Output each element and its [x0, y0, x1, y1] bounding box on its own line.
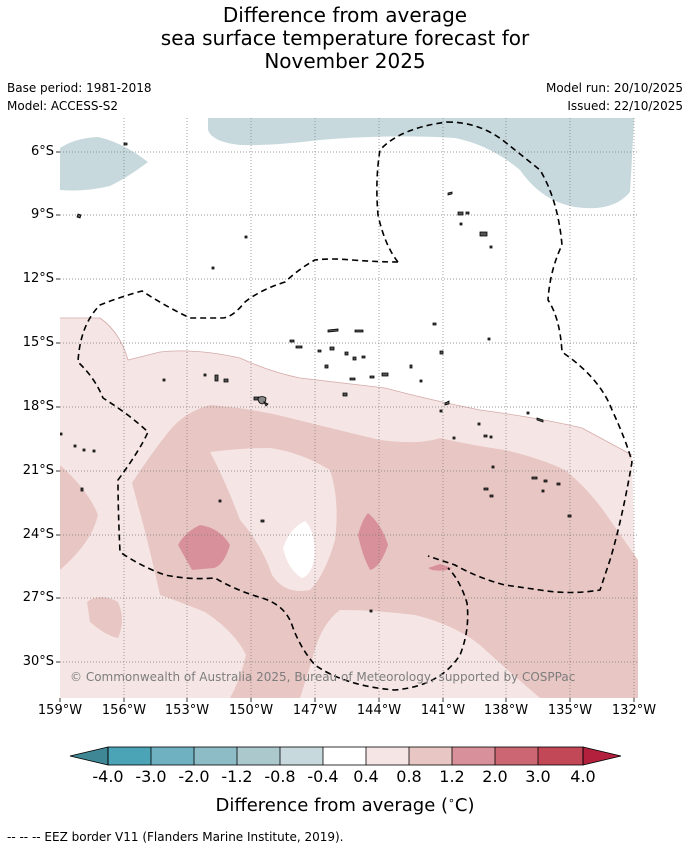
colorbar-tick-label: 2.0	[482, 767, 508, 786]
colorbar-tick-label: -1.2	[221, 767, 253, 786]
colorbar-segment-6	[323, 747, 366, 765]
lat-label-18s: 18°S	[22, 399, 54, 414]
colorbar-tick-label: -2.0	[178, 767, 210, 786]
meta-right: Model run: 20/10/2025 Issued: 22/10/2025	[546, 79, 683, 115]
lat-label-21s: 21°S	[22, 463, 54, 478]
map-plot-area: © Commonwealth of Australia 2025, Bureau…	[60, 118, 638, 698]
model-name: Model: ACCESS-S2	[7, 99, 119, 113]
lat-label-12s: 12°S	[22, 271, 54, 286]
colorbar-tick-label: 4.0	[570, 767, 596, 786]
lat-label-9s: 9°S	[30, 207, 54, 222]
base-period: Base period: 1981-2018	[7, 81, 152, 95]
colorbar-title-close: )	[467, 795, 475, 816]
colorbar-segment-11	[538, 747, 583, 765]
colorbar-segment-1	[108, 747, 151, 765]
colorbar	[69, 746, 622, 766]
colorbar-title-unit: C	[454, 795, 468, 816]
colorbar-segment-10	[495, 747, 538, 765]
lon-label-138w: 138°W	[483, 703, 529, 718]
copyright-notice: © Commonwealth of Australia 2025, Bureau…	[70, 670, 575, 684]
colorbar-segment-2	[151, 747, 194, 765]
lat-label-24s: 24°S	[22, 527, 54, 542]
warm-anomaly-region-strong-islands	[428, 564, 452, 571]
colorbar-segment-high	[582, 746, 622, 766]
colorbar-segment-7	[366, 747, 409, 765]
colorbar-title-text: Difference from average (	[215, 795, 449, 816]
colorbar-title: Difference from average (∘C)	[0, 794, 690, 816]
warm-anomaly-region-strong-central	[358, 513, 388, 570]
issued-date: Issued: 22/10/2025	[567, 99, 683, 113]
lat-label-30s: 30°S	[22, 654, 54, 669]
meta-left: Base period: 1981-2018 Model: ACCESS-S2	[7, 79, 152, 115]
colorbar-segment-4	[237, 747, 280, 765]
colorbar-segment-3	[194, 747, 237, 765]
lon-label-159w: 159°W	[37, 703, 83, 718]
eez-legend-note: -- -- -- EEZ border V11 (Flanders Marine…	[7, 830, 344, 844]
lon-label-141w: 141°W	[420, 703, 466, 718]
title-line-2: sea surface temperature forecast for	[160, 26, 530, 50]
lon-label-150w: 150°W	[228, 703, 274, 718]
colorbar-tick-label: -0.8	[264, 767, 296, 786]
colorbar-tick-label: 0.4	[353, 767, 379, 786]
colorbar-segment-9	[452, 747, 495, 765]
model-run: Model run: 20/10/2025	[545, 81, 683, 95]
colorbar-unit-degree: ∘	[448, 794, 455, 807]
lat-label-27s: 27°S	[22, 590, 54, 605]
title-line-3: November 2025	[264, 49, 426, 73]
colorbar-tick-label: -4.0	[92, 767, 124, 786]
colorbar-segment-8	[409, 747, 452, 765]
warm-anomaly-region-medium-sw	[87, 597, 122, 638]
lon-label-132w: 132°W	[611, 703, 657, 718]
graticule	[60, 118, 638, 698]
lat-label-15s: 15°S	[22, 335, 54, 350]
map-title: Difference from average sea surface temp…	[0, 4, 690, 73]
colorbar-segment-5	[280, 747, 323, 765]
cool-anomaly-region-north	[208, 118, 634, 209]
axis-ticks	[56, 151, 635, 702]
colorbar-tick-label: 0.8	[396, 767, 422, 786]
colorbar-tick-label: -0.4	[307, 767, 339, 786]
lon-label-153w: 153°W	[164, 703, 210, 718]
colorbar-tick-label: 1.2	[439, 767, 465, 786]
title-line-1: Difference from average	[222, 3, 468, 27]
islands	[60, 142, 572, 613]
colorbar-tick-label: -3.0	[135, 767, 167, 786]
cool-anomaly-region-west	[60, 137, 148, 191]
lat-label-6s: 6°S	[30, 144, 54, 159]
colorbar-tick-label: 3.0	[525, 767, 551, 786]
lon-label-147w: 147°W	[292, 703, 338, 718]
eez-border	[77, 121, 633, 691]
lon-label-156w: 156°W	[101, 703, 147, 718]
lon-label-135w: 135°W	[547, 703, 593, 718]
lon-label-144w: 144°W	[356, 703, 402, 718]
colorbar-segment-low	[69, 746, 109, 766]
warm-anomaly-region-strong-west	[178, 525, 230, 570]
warm-anomaly-region-medium-west	[60, 465, 98, 570]
